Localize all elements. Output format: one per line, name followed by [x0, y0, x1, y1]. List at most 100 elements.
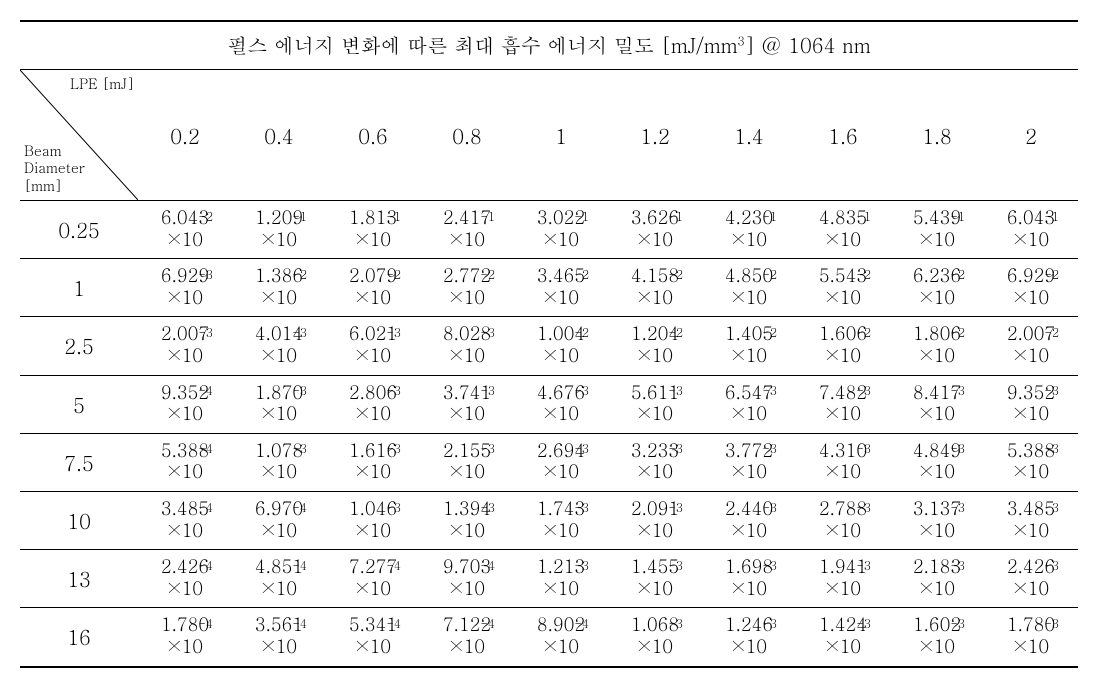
mantissa: 1.743 [514, 498, 608, 520]
mantissa: 9.352 [984, 382, 1078, 404]
exponent: -3 [574, 385, 589, 397]
table-row: 16.929×10-31.386×10-22.079×10-22.772×10-… [20, 259, 1078, 317]
power: ×10-2 [984, 287, 1078, 309]
data-cell: 2.426×10-3 [984, 550, 1078, 608]
exponent: -4 [292, 618, 307, 630]
data-cell: 4.014×10-3 [232, 317, 326, 375]
mantissa: 4.850 [702, 265, 796, 287]
data-cell: 2.772×10-2 [420, 259, 514, 317]
exponent: -3 [762, 443, 777, 455]
mantissa: 1.213 [514, 556, 608, 578]
data-cell: 1.616×10-3 [326, 433, 420, 491]
mantissa: 2.417 [420, 207, 514, 229]
exponent: -2 [856, 269, 871, 281]
table-caption: 펄스 에너지 변화에 따른 최대 흡수 에너지 밀도 [mJ/mm3] @ 10… [20, 21, 1078, 70]
mantissa: 5.543 [796, 265, 890, 287]
exponent: -1 [480, 211, 495, 223]
power: ×10-2 [796, 287, 890, 309]
exponent: -4 [292, 560, 307, 572]
exponent: -4 [198, 560, 213, 572]
exponent: -4 [198, 618, 213, 630]
data-cell: 1.209×10-1 [232, 201, 326, 259]
mantissa: 3.561 [232, 614, 326, 636]
power: ×10-3 [890, 461, 984, 483]
mantissa: 2.440 [702, 498, 796, 520]
mantissa: 8.902 [514, 614, 608, 636]
mantissa: 4.310 [796, 440, 890, 462]
data-cell: 1.606×10-2 [796, 317, 890, 375]
data-cell: 5.341×10-4 [326, 608, 420, 667]
power: ×10-3 [890, 520, 984, 542]
col-head: 1 [514, 70, 608, 201]
table-row: 132.426×10-44.851×10-47.277×10-49.703×10… [20, 550, 1078, 608]
data-cell: 2.155×10-3 [420, 433, 514, 491]
power: ×10-2 [702, 287, 796, 309]
power: ×10-3 [326, 461, 420, 483]
data-cell: 5.439×10-1 [890, 201, 984, 259]
power: ×10-3 [702, 403, 796, 425]
exponent: -3 [292, 327, 307, 339]
data-cell: 3.485×10-4 [138, 491, 232, 549]
data-cell: 1.806×10-2 [890, 317, 984, 375]
data-cell: 1.068×10-3 [608, 608, 702, 667]
data-cell: 4.835×10-1 [796, 201, 890, 259]
exponent: -2 [480, 269, 495, 281]
power: ×10-4 [232, 578, 326, 600]
data-cell: 1.780×10-4 [138, 608, 232, 667]
mantissa: 1.870 [232, 382, 326, 404]
exponent: -4 [480, 560, 495, 572]
exponent: -3 [762, 560, 777, 572]
power: ×10-2 [984, 345, 1078, 367]
diag-bottom-line: [mm] [24, 175, 62, 195]
row-head: 2.5 [20, 317, 138, 375]
power: ×10-2 [608, 345, 702, 367]
data-cell: 8.902×10-4 [514, 608, 608, 667]
data-cell: 7.277×10-4 [326, 550, 420, 608]
exponent: -3 [1044, 385, 1059, 397]
data-cell: 1.004×10-2 [514, 317, 608, 375]
exponent: -1 [1044, 211, 1059, 223]
power: ×10-3 [326, 345, 420, 367]
data-cell: 2.788×10-3 [796, 491, 890, 549]
power: ×10-2 [420, 287, 514, 309]
power: ×10-3 [796, 636, 890, 658]
data-cell: 4.158×10-2 [608, 259, 702, 317]
exponent: -4 [386, 560, 401, 572]
data-cell: 1.405×10-2 [702, 317, 796, 375]
power: ×10-3 [984, 578, 1078, 600]
mantissa: 1.780 [138, 614, 232, 636]
data-cell: 6.929×10-3 [138, 259, 232, 317]
mantissa: 2.788 [796, 498, 890, 520]
data-cell: 2.007×10-2 [984, 317, 1078, 375]
data-cell: 9.352×10-4 [138, 375, 232, 433]
exponent: -3 [950, 443, 965, 455]
power: ×10-1 [514, 229, 608, 251]
mantissa: 1.405 [702, 323, 796, 345]
row-head: 10 [20, 491, 138, 549]
exponent: -1 [668, 211, 683, 223]
data-cell: 1.386×10-2 [232, 259, 326, 317]
col-head: 0.8 [420, 70, 514, 201]
power: ×10-1 [984, 229, 1078, 251]
exponent: -3 [950, 385, 965, 397]
exponent: -3 [762, 385, 777, 397]
exponent: -1 [762, 211, 777, 223]
data-cell: 5.388×10-4 [138, 433, 232, 491]
mantissa: 3.465 [514, 265, 608, 287]
table-body: 0.256.043×10-21.209×10-11.813×10-12.417×… [20, 201, 1078, 667]
power: ×10-3 [890, 578, 984, 600]
power: ×10-4 [138, 403, 232, 425]
exponent: -3 [480, 502, 495, 514]
power: ×10-3 [608, 461, 702, 483]
mantissa: 6.547 [702, 382, 796, 404]
exponent: -1 [574, 211, 589, 223]
data-table: 펄스 에너지 변화에 따른 최대 흡수 에너지 밀도 [mJ/mm3] @ 10… [20, 20, 1078, 668]
mantissa: 3.022 [514, 207, 608, 229]
mantissa: 1.394 [420, 498, 514, 520]
col-head: 1.4 [702, 70, 796, 201]
exponent: -3 [1044, 443, 1059, 455]
exponent: -3 [668, 385, 683, 397]
exponent: -1 [856, 211, 871, 223]
power: ×10-2 [796, 345, 890, 367]
data-cell: 4.676×10-3 [514, 375, 608, 433]
